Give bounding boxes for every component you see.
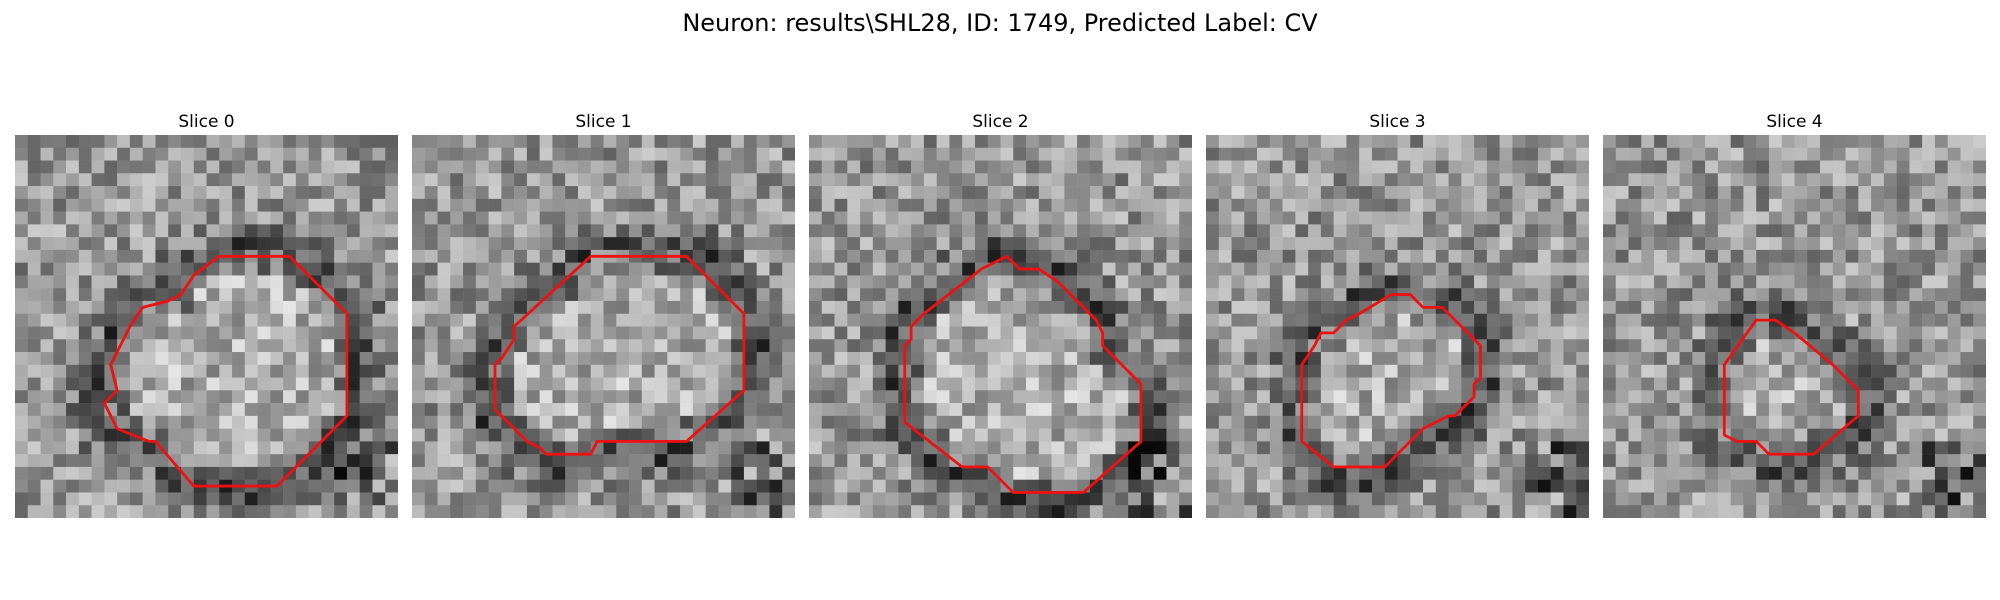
slice-image [15,135,398,518]
neuron-contour [1722,318,1860,456]
slice-image [809,135,1192,518]
slice-title: Slice 0 [178,112,235,132]
slice-title: Slice 3 [1369,112,1426,132]
slice-panel: Slice 3 [1206,112,1589,518]
neuron-contour [903,254,1143,494]
slice-panel: Slice 0 [15,112,398,518]
slice-title: Slice 4 [1766,112,1823,132]
neuron-contour [102,254,349,488]
slice-title: Slice 2 [972,112,1029,132]
neuron-contour [1300,293,1482,469]
neuron-contour [493,254,746,456]
slice-panel: Slice 4 [1603,112,1986,518]
slice-title: Slice 1 [575,112,632,132]
slice-image [1206,135,1589,518]
slice-image [412,135,795,518]
slice-panel: Slice 1 [412,112,795,518]
slice-image [1603,135,1986,518]
figure-title: Neuron: results\SHL28, ID: 1749, Predict… [682,9,1318,37]
slice-panel: Slice 2 [809,112,1192,518]
